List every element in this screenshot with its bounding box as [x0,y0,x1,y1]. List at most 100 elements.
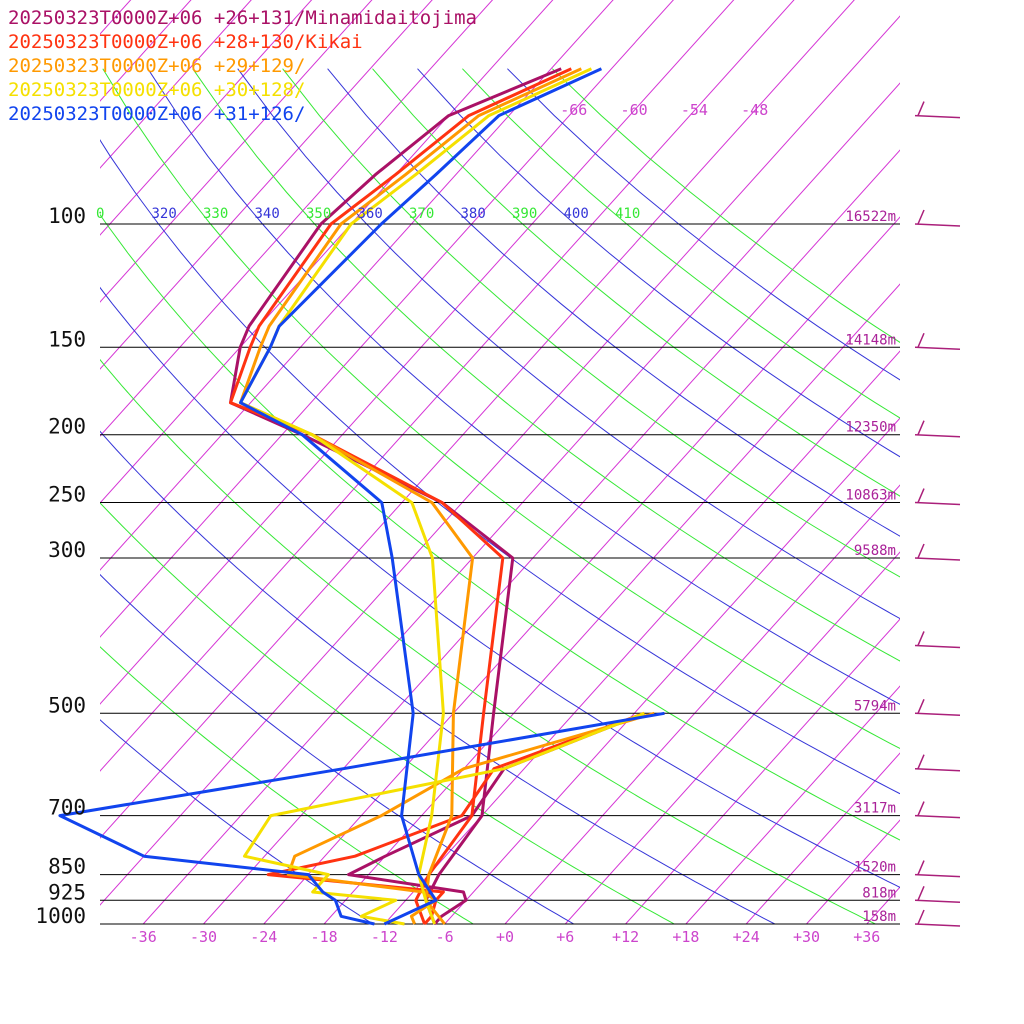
theta-label: 350 [306,206,331,222]
wind-barb-flag [917,698,925,714]
isotherm-line [927,0,1024,924]
isotherm-line [504,484,900,924]
wind-barb-shaft [914,923,961,927]
legend-entry: 20250323T0000Z+06 +28+130/Kikai [8,31,363,53]
theta-curve [100,139,900,795]
theta-curve [100,646,474,924]
isotherm-line [100,0,373,303]
temperature-profile [239,67,593,925]
theta-curve [100,573,575,924]
theta-curve [192,68,900,662]
wind-barb-shaft [914,712,961,717]
wind-barb-shaft [914,873,961,878]
isotherm-line [866,886,900,924]
height-label: 14148m [845,332,896,348]
x-tick-label: +30 [793,928,820,946]
theta-curve [147,68,900,705]
potential-temperature-curves [100,68,900,924]
x-tick-label: -36 [130,928,157,946]
axis-labels: 100 16522m 150 14148m 200 12350m 250 10863m 300 9… [35,101,896,946]
theta-curve [100,286,900,888]
wind-barb-flag [917,886,925,901]
isotherm-label: -48 [741,101,768,119]
theta-label: 380 [461,206,486,222]
wind-barb-flag [917,420,925,436]
isotherm-line [203,149,900,924]
isotherm-line [100,0,252,169]
dewpoint-profile [58,711,665,926]
wind-barb-flag [917,631,925,646]
isotherm-line [745,752,900,924]
theta-label: 0 [96,206,104,222]
wind-barb-flag [917,909,925,925]
theta-curve [102,68,900,750]
height-label: 818m [862,885,896,901]
isotherm-line [987,0,1024,924]
wind-barb-flag [917,101,925,116]
isotherm-line [625,618,900,924]
isotherm-lines [0,0,1024,924]
pressure-label: 300 [48,538,86,562]
legend: 20250323T0000Z+06 +26+131/Minamidaitojim… [8,7,477,125]
theta-curve [372,68,900,497]
theta-label: 370 [409,206,434,222]
wind-barb-shaft [914,557,961,561]
wind-barb-flag [917,860,925,875]
wind-barb-shaft [914,644,961,649]
pressure-label: 200 [48,415,86,439]
theta-curve [551,68,900,343]
wind-barb-flag [917,754,925,770]
theta-label: 410 [615,206,640,222]
theta-curve [100,430,776,924]
isotherm-line [100,0,313,236]
height-label: 158m [862,909,896,925]
isotherm-line [100,0,433,370]
x-tick-label: +6 [556,928,574,946]
wind-barb-shaft [914,114,961,119]
sounding-profiles [58,67,665,926]
height-label: 3117m [854,801,896,817]
wind-barb-shaft [914,899,961,904]
legend-entry: 20250323T0000Z+06 +31+126/ [8,103,305,125]
wind-barb-shaft [914,814,961,819]
isotherm-label: -66 [560,101,587,119]
isotherm-label: -60 [621,101,648,119]
x-tick-label: -30 [190,928,217,946]
pressure-label: 850 [48,855,86,879]
dewpoint-profile [243,711,645,926]
theta-label: 390 [512,206,537,222]
wind-barb-flag [917,332,925,348]
legend-entry: 20250323T0000Z+06 +30+128/ [8,79,305,101]
isotherm-line [100,0,614,571]
isotherm-line [0,0,119,924]
isotherm-line [100,0,554,504]
pressure-label: 1000 [35,904,86,928]
wind-barb-shaft [914,767,961,772]
legend-entry: 20250323T0000Z+06 +29+129/ [8,55,305,77]
temperature-profile [239,67,603,926]
pressure-label: 150 [48,327,86,351]
theta-label: 330 [203,206,228,222]
wind-barbs [914,101,961,927]
x-tick-label: +0 [496,928,514,946]
isotherm-line [323,283,900,924]
x-tick-label: +12 [612,928,639,946]
theta-label: 320 [152,206,177,222]
isotherm-line [564,551,900,924]
wind-barb-flag [917,488,925,503]
height-label: 10863m [845,488,896,504]
isotherm-line [100,0,132,35]
isotherm-line [100,0,735,705]
wind-barb-flag [917,801,925,816]
theta-curve [100,358,876,924]
x-tick-label: +18 [672,928,699,946]
theta-curve [417,68,900,458]
theta-curve [327,68,900,537]
x-tick-label: +36 [853,928,880,946]
theta-curve [100,213,900,841]
wind-barb-shaft [914,501,961,506]
wind-barb-flag [917,543,925,559]
x-tick-label: -18 [311,928,338,946]
x-tick-label: -12 [371,928,398,946]
